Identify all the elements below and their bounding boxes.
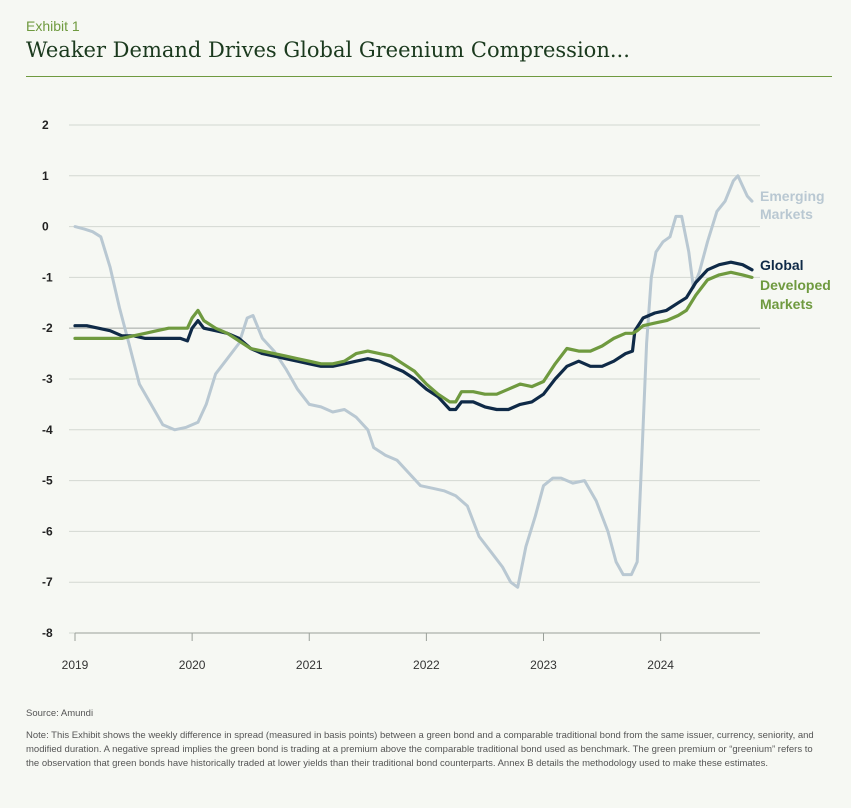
y-tick-label: 1	[42, 169, 49, 183]
exhibit-label: Exhibit 1	[26, 18, 80, 34]
y-tick-label: 0	[42, 220, 49, 234]
x-tick-label: 2019	[62, 658, 89, 672]
x-tick-label: 2021	[296, 658, 323, 672]
y-tick-label: -3	[42, 372, 53, 386]
line-chart: 2 1 0 -1 -2 -3 -4 -5 -6 -7 -8 2019 2020 2021 2022 2023 2…	[42, 118, 831, 672]
global-line	[73, 260, 754, 412]
x-tick-label: 2024	[647, 658, 674, 672]
title-rule	[26, 76, 832, 77]
y-tick-label: -7	[42, 575, 53, 589]
y-tick-label: -2	[42, 321, 53, 335]
y-tick-label: -4	[42, 423, 53, 437]
developed-markets-label: Developed Markets	[760, 277, 831, 312]
emerging-markets-line	[73, 174, 754, 589]
global-label: Global	[760, 257, 804, 273]
x-tick-label: 2020	[179, 658, 206, 672]
series-label-layer: Emerging Markets Global Developed Markets	[760, 188, 831, 312]
x-tick-label: 2023	[530, 658, 557, 672]
y-tick-label: -8	[42, 626, 53, 640]
chart-title: Weaker Demand Drives Global Greenium Com…	[26, 38, 630, 62]
developed-markets-line	[73, 270, 754, 404]
y-tick-label: -1	[42, 270, 53, 284]
source-text: Source: Amundi	[26, 708, 94, 719]
y-tick-label: -5	[42, 474, 53, 488]
note-text: Note: This Exhibit shows the weekly diff…	[26, 730, 814, 769]
y-tick-label: -6	[42, 524, 53, 538]
x-tick-label: 2022	[413, 658, 440, 672]
y-tick-label: 2	[42, 118, 49, 132]
series-layer	[73, 174, 754, 589]
emerging-markets-label: Emerging Markets	[760, 188, 825, 222]
axis-layer: 2 1 0 -1 -2 -3 -4 -5 -6 -7 -8 2019 2020 2021 2022 2023 2…	[42, 118, 760, 672]
